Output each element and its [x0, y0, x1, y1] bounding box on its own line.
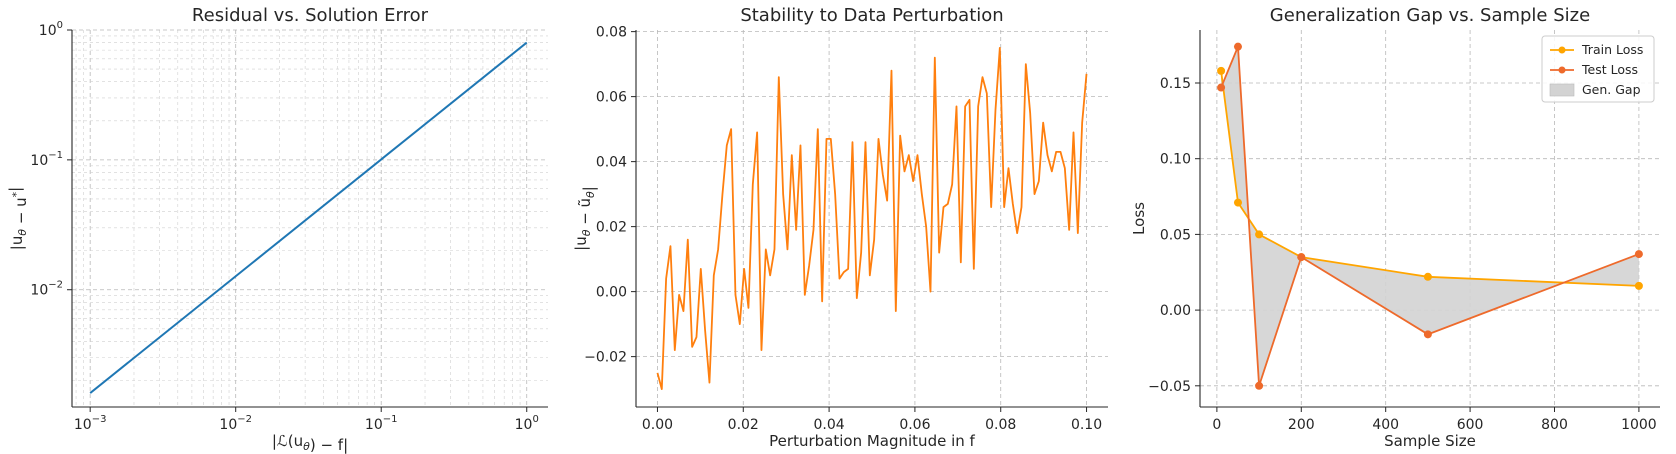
y-axis-label: |uθ − u*| [6, 187, 30, 250]
data-point [1217, 83, 1226, 92]
x-axis-label: |ℒ(uθ) − f| [272, 432, 348, 454]
x-tick-label: 0.02 [728, 417, 759, 433]
data-point [1233, 198, 1242, 207]
y-tick-label: 0.05 [1160, 227, 1191, 243]
chart-panel-2: 0.00 0.02 0.04 0.06 0.08 0.10 −0.02 0.00 0.02 0.0… [572, 5, 1108, 450]
data-point [1634, 281, 1643, 290]
x-tick-label: 800 [1541, 417, 1568, 433]
series-line [656, 46, 1088, 391]
x-tick-label: 10−2 [219, 414, 252, 433]
y-tick-label: 0.04 [596, 155, 627, 171]
chart-panel-1: 10−3 10−2 10−1 100 10−2 10−1 100 Residual vs. S… [6, 5, 548, 454]
x-axis-label: Perturbation Magnitude in f [769, 432, 975, 450]
series-line-test [1220, 46, 1640, 387]
x-tick-label: 0.10 [1071, 417, 1102, 433]
y-tick-label: 0.08 [596, 25, 627, 41]
y-tick-label: −0.02 [584, 350, 627, 366]
data-point [1297, 253, 1306, 262]
data-point [1634, 250, 1643, 259]
plot-area [89, 41, 528, 394]
x-tick-label: 1000 [1621, 417, 1657, 433]
chart-title: Generalization Gap vs. Sample Size [1270, 5, 1590, 26]
legend: Train Loss Test Loss Gen. Gap [1541, 35, 1655, 103]
legend-label: Test Loss [1581, 62, 1638, 77]
y-tick-label: 0.00 [596, 285, 627, 301]
legend-swatch [1549, 83, 1575, 97]
x-tick-label: 100 [515, 414, 539, 433]
y-axis-label: Loss [1130, 202, 1148, 235]
legend-marker [1558, 46, 1566, 54]
gridlines [72, 29, 548, 407]
data-point [1255, 381, 1264, 390]
data-point [1217, 66, 1226, 75]
y-tick-label: −0.05 [1148, 379, 1191, 395]
x-tick-label: 200 [1288, 417, 1315, 433]
x-tick-label: 0 [1212, 417, 1221, 433]
legend-label: Train Loss [1581, 42, 1643, 57]
legend-label: Gen. Gap [1582, 82, 1641, 97]
x-tick-label: 600 [1457, 417, 1484, 433]
y-tick-label: 0.00 [1160, 303, 1191, 319]
x-tick-label: 10−3 [74, 414, 107, 433]
y-tick-label: 10−2 [30, 280, 63, 299]
legend-marker [1558, 66, 1566, 74]
y-tick-label: 0.02 [596, 220, 627, 236]
plot-area [1217, 42, 1643, 390]
series-line [89, 41, 528, 394]
chart-title: Residual vs. Solution Error [192, 5, 429, 26]
series-line-train [1220, 70, 1639, 287]
data-point [1423, 330, 1432, 339]
x-axis-label: Sample Size [1384, 432, 1476, 450]
y-axis-label: |uθ − ũθ| [572, 186, 598, 251]
y-tick-label: 0.06 [596, 90, 627, 106]
data-point [1423, 272, 1432, 281]
x-tick-label: 10−1 [365, 414, 398, 433]
chart-title: Stability to Data Perturbation [740, 5, 1003, 26]
y-tick-label: 100 [39, 20, 63, 39]
x-tick-label: 0.06 [899, 417, 930, 433]
y-tick-label: 0.15 [1160, 76, 1191, 92]
data-point [1233, 42, 1242, 51]
chart-panel-3: 0 200 400 600 800 1000 −0.05 0.00 0.05 0.10 0.15 Ge… [1130, 5, 1660, 450]
x-tick-label: 0.00 [642, 417, 673, 433]
x-tick-label: 0.08 [985, 417, 1016, 433]
y-tick-label: 10−1 [30, 150, 63, 169]
data-point [1255, 230, 1264, 239]
plot-area [656, 46, 1088, 391]
x-tick-label: 0.04 [814, 417, 845, 433]
x-tick-label: 400 [1372, 417, 1399, 433]
gen-gap-fill [1221, 46, 1639, 386]
y-tick-label: 0.10 [1160, 152, 1191, 168]
